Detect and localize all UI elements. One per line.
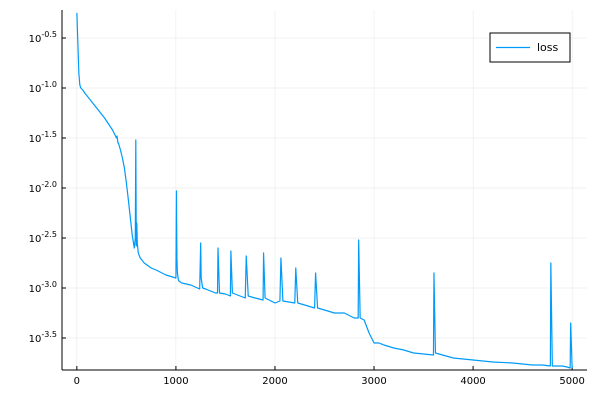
y-tick-label: 10-3.0: [29, 280, 57, 295]
legend: loss: [489, 32, 571, 63]
y-tick-label: 10-1.0: [29, 80, 57, 95]
y-tick-label: 10-3.5: [29, 330, 57, 345]
grid: [62, 10, 587, 370]
x-tick-label: 5000: [559, 376, 584, 387]
y-tick-label: 10-2.5: [29, 230, 57, 245]
x-tick-label: 4000: [460, 376, 485, 387]
x-tick-label: 3000: [361, 376, 386, 387]
y-tick-label: 10-0.5: [29, 30, 57, 45]
y-tick-label: 10-1.5: [29, 130, 57, 145]
x-tick-label: 1000: [163, 376, 188, 387]
axes: [61, 10, 587, 371]
x-tick-label: 0: [74, 376, 80, 387]
tick-labels: 0 1000 2000 3000 4000 5000 10-3.5 10-3.0 10-2.5 1…: [29, 30, 585, 387]
series-line-loss: [76, 12, 573, 369]
x-tick-label: 2000: [262, 376, 287, 387]
legend-label: loss: [537, 41, 559, 54]
y-tick-label: 10-2.0: [29, 180, 57, 195]
series-layer: [76, 12, 573, 369]
